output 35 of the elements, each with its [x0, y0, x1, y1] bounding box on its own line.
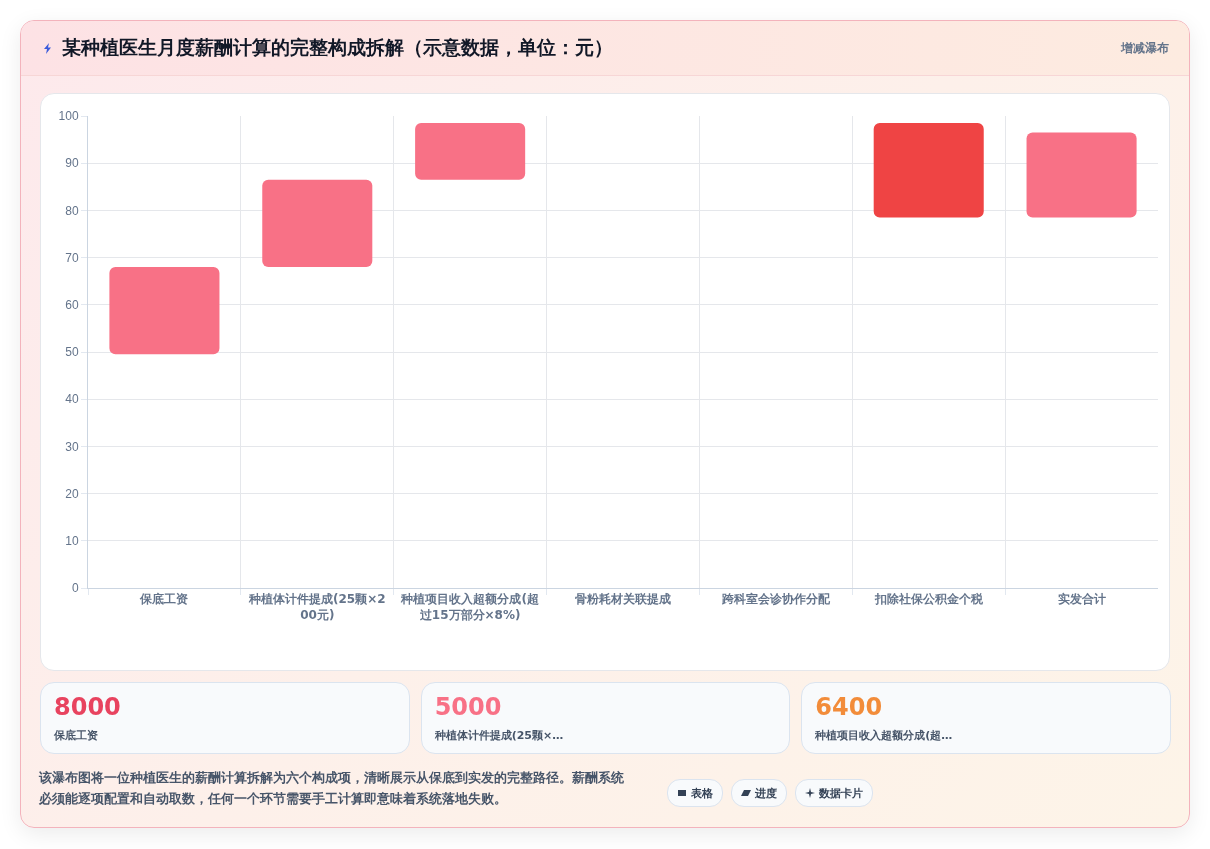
pill-button: 表格 — [667, 779, 723, 807]
chart-title: 某种植医生月度薪酬计算的完整构成拆解（示意数据，单位：元） — [62, 35, 613, 60]
y-tick-label: 20 — [65, 486, 79, 501]
text: 保底工资 — [54, 728, 98, 743]
x-tick-label: 实发合计 — [1057, 592, 1106, 607]
pill-button: 进度 — [731, 779, 787, 807]
x-tick-label: 骨粉耗材关联提成 — [575, 592, 671, 607]
x-tick-label: 保底工资 — [139, 592, 189, 607]
y-tick-label: 0 — [71, 581, 79, 596]
bar — [109, 267, 220, 355]
y-tick-label: 100 — [58, 109, 79, 124]
y-tick-label: 40 — [65, 392, 79, 407]
text: 5000 — [434, 693, 502, 721]
x-tick-label: 跨科室会诊协作分配 — [720, 592, 831, 607]
y-tick-label: 10 — [65, 534, 79, 548]
text: 种植体计件提成(25颗×… — [434, 728, 564, 743]
y-tick-label: 60 — [65, 298, 79, 312]
pill-button: 数据卡片 — [795, 779, 873, 807]
text: 6400 — [815, 693, 883, 721]
y-tick-label: 80 — [65, 203, 79, 218]
text: 该瀑布图将一位种植医生的薪酬计算拆解为六个构成项，清晰展示从保底到实发的完整路径。薪酬系统必须能逐项配置和自动取数，任何一个环节需要手工计算即意味着系统落地失败。 — [39, 769, 625, 808]
text: 种植项目收入超额分成(超… — [815, 728, 953, 743]
y-tick-label: 30 — [65, 439, 79, 454]
y-tick-label: 50 — [65, 345, 79, 360]
bar — [873, 123, 984, 218]
text: 8000 — [54, 693, 121, 721]
y-tick-label: 90 — [65, 156, 79, 171]
x-tick-label: 种植体计件提成(25颗×200元) — [247, 592, 386, 622]
y-tick-label: 70 — [65, 250, 79, 265]
bar — [1026, 132, 1137, 218]
text: 增减瀑布 — [1121, 40, 1169, 57]
bar — [262, 179, 373, 268]
bar — [415, 123, 526, 180]
x-tick-label: 扣除社保公积金个税 — [873, 592, 984, 607]
x-tick-label: 种植项目收入超额分成(超过15万部分×8%) — [400, 592, 539, 622]
